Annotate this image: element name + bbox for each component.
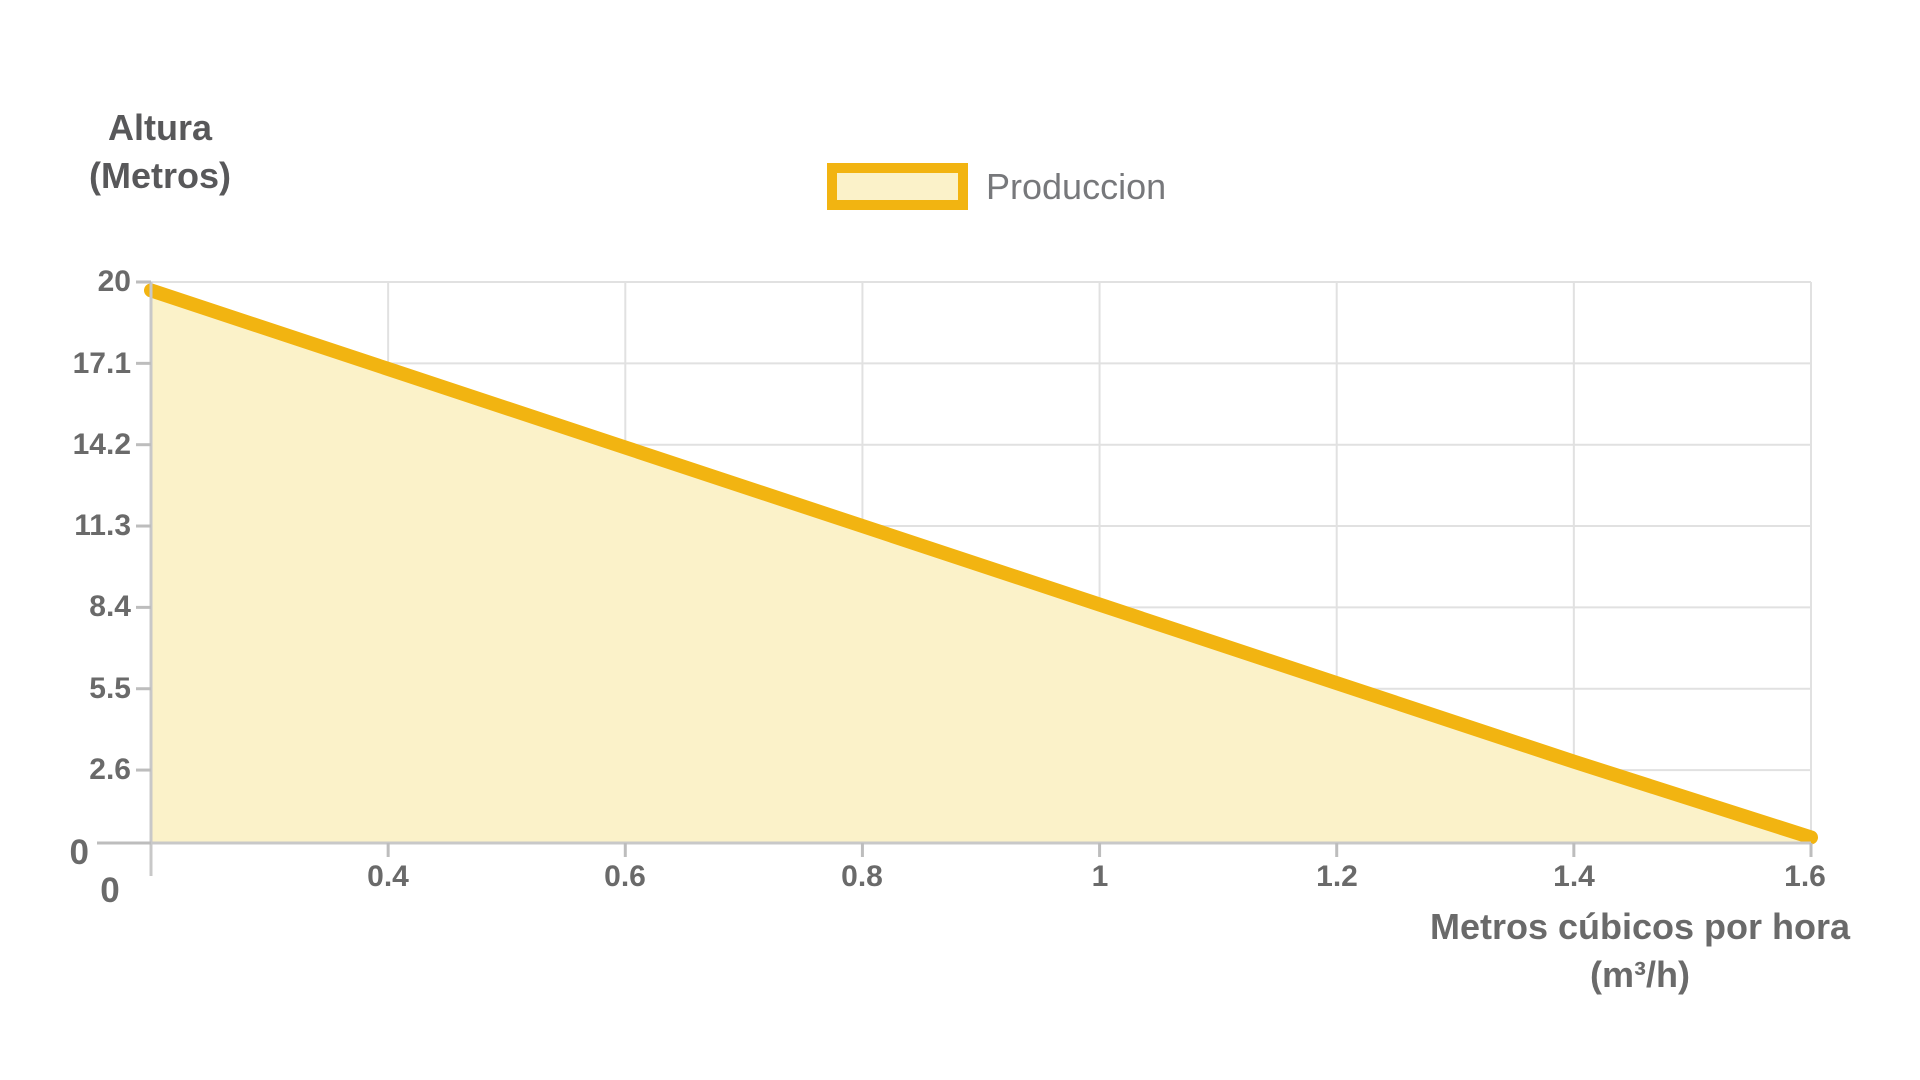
- y-tick-label: 11.3: [74, 509, 131, 542]
- x-tick-label: 1.2: [1316, 860, 1358, 893]
- y-axis-zero-label: 0: [69, 833, 89, 872]
- y-tick-label: 2.6: [89, 753, 131, 786]
- y-tick-label: 8.4: [89, 590, 131, 623]
- x-axis-title-line2: (m³/h): [1590, 954, 1690, 995]
- x-axis-title-line1: Metros cúbicos por hora: [1429, 906, 1851, 947]
- y-axis-title-line2: (Metros): [89, 155, 231, 196]
- y-axis-title-line1: Altura: [107, 107, 212, 148]
- legend-label: Produccion: [986, 166, 1167, 207]
- legend-swatch-produccion: [827, 163, 968, 210]
- x-tick-label: 1.4: [1553, 860, 1595, 893]
- y-tick-label: 14.2: [72, 428, 131, 461]
- legend: Produccion: [827, 163, 1166, 210]
- x-tick-label: 1.6: [1784, 860, 1826, 893]
- y-tick-label: 20: [97, 265, 131, 298]
- x-axis-title: Metros cúbicos por hora (m³/h): [1390, 903, 1890, 999]
- x-axis-zero-label: 0: [100, 871, 120, 910]
- x-tick-label: 0.6: [604, 860, 646, 893]
- x-tick-label: 0.8: [841, 860, 883, 893]
- x-tick-label: 1: [1091, 860, 1109, 893]
- x-tick-label: 0.4: [367, 860, 409, 893]
- y-tick-label: 5.5: [89, 672, 131, 705]
- y-axis-title: Altura (Metros): [50, 104, 270, 200]
- series-line-produccion: [144, 283, 1818, 845]
- y-tick-label: 17.1: [72, 347, 131, 380]
